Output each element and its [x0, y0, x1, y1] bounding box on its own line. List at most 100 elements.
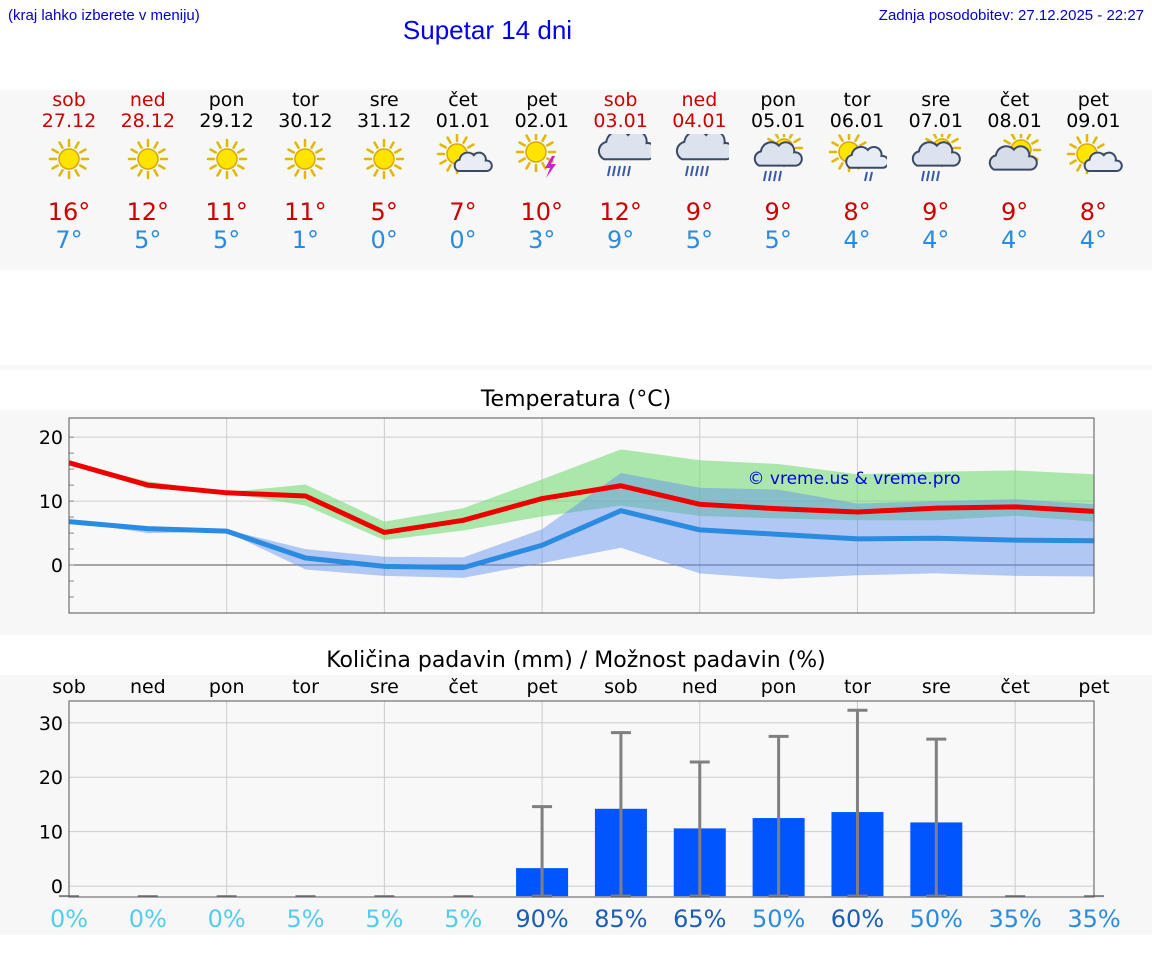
x-category-label: sob [52, 676, 86, 698]
x-category-label: tor [292, 676, 319, 698]
y-tick-label: 20 [39, 767, 63, 789]
temp-max: 7° [449, 198, 477, 226]
y-tick-label: 0 [51, 876, 63, 898]
page-title: Supetar 14 dni [402, 15, 573, 45]
temp-min: 0° [449, 226, 477, 254]
temp-max: 8° [1079, 198, 1108, 226]
cloud-heavy-rain-icon [676, 134, 730, 177]
precip-probability-label: 50% [752, 905, 805, 933]
temp-min: 4° [1000, 226, 1029, 254]
precip-probability-label: 0% [50, 905, 88, 933]
precip-probability-label: 5% [286, 905, 324, 933]
day-date: 29.12 [199, 110, 254, 132]
x-category-label: čet [448, 676, 478, 698]
day-13: pet 09.01 [1053, 90, 1133, 132]
day-name: čet [448, 89, 478, 111]
sun-cloud-rain-icon [911, 134, 962, 182]
temp-chart-title: Temperatura (°C) [480, 387, 672, 412]
day-12: čet 08.01 [975, 90, 1055, 132]
sun-cloud-light-rain-icon [828, 134, 887, 182]
day-date: 27.12 [41, 110, 97, 132]
day-name: sre [369, 89, 399, 111]
sun-cloud-thunder-icon [515, 134, 557, 178]
day-date: 03.01 [593, 110, 648, 132]
forecast-days: sob 27.12 16° 7° ned 28.12 12° 5° pon 29.12 11° 5° t… [0, 90, 1152, 270]
menu-hint[interactable]: (kraj lahko izberete v meniju) [8, 7, 200, 24]
sun-small-cloud-icon [436, 134, 493, 175]
precip-chart-title: Količina padavin (mm) / Možnost padavin … [326, 648, 826, 673]
day-6: pet 02.01 [502, 90, 582, 132]
temp-min: 5° [764, 226, 792, 254]
day-name: sob [52, 89, 86, 111]
plot-frame [68, 417, 1095, 614]
temp-max: 9° [1000, 198, 1029, 226]
precip-probability-label: 0% [129, 905, 167, 933]
sun-small-cloud-icon [1067, 134, 1124, 175]
temp-min: 5° [212, 226, 241, 254]
temp-min: 1° [291, 226, 320, 254]
sun-cloud-rain-icon [753, 134, 804, 182]
temp-min: 9° [606, 226, 635, 254]
temp-max: 12° [599, 198, 642, 226]
temp-max: 11° [205, 198, 248, 226]
sun-icon [127, 138, 169, 180]
day-0: sob 27.12 [29, 90, 109, 132]
day-name: ned [681, 89, 718, 111]
temp-min: 4° [1079, 226, 1108, 254]
day-name: sre [921, 89, 951, 111]
x-category-label: ned [130, 676, 166, 698]
day-date: 01.01 [435, 110, 491, 132]
day-name: sob [603, 89, 638, 111]
temp-min: 4° [922, 226, 950, 254]
precip-probability-label: 5% [444, 905, 482, 933]
last-updated: Zadnja posodobitev: 27.12.2025 - 22:27 [878, 7, 1144, 24]
plot-frame [68, 700, 1095, 898]
day-date: 04.01 [672, 110, 727, 132]
temp-max: 8° [843, 198, 871, 226]
x-category-label: pet [1078, 676, 1109, 698]
precipitation-chart: 0 10 20 30 sob ned pon tor sre čet pet sob ned pon tor… [39, 676, 1121, 933]
day-date: 09.01 [1066, 110, 1121, 132]
day-9: pon 05.01 [738, 90, 818, 132]
precip-probability-label: 60% [831, 905, 884, 933]
day-8: ned 04.01 [659, 90, 739, 132]
day-date: 08.01 [987, 110, 1042, 132]
day-name: pon [208, 89, 245, 111]
temperature-chart: 0 10 20 © vreme.us & vreme.pro [39, 417, 1095, 614]
precip-probability-label: 65% [673, 905, 726, 933]
y-tick-label: 20 [39, 427, 63, 449]
y-tick-label: 0 [51, 555, 63, 577]
sun-icon [206, 138, 247, 180]
day-10: tor 06.01 [817, 90, 897, 132]
day-name: pet [526, 89, 558, 111]
forecast-panel [0, 90, 1152, 270]
temp-min: 5° [685, 226, 714, 254]
y-tick-label: 30 [39, 713, 63, 735]
y-tick-label: 10 [39, 822, 63, 844]
watermark: © vreme.us & vreme.pro [747, 469, 960, 489]
temp-max: 16° [47, 198, 91, 226]
temp-max: 5° [370, 198, 398, 226]
x-category-label: pon [761, 676, 797, 698]
min-temp-line [68, 508, 1095, 571]
day-4: sre 31.12 [344, 90, 424, 132]
temp-max: 9° [764, 198, 792, 226]
x-category-label: ned [682, 676, 718, 698]
temp-min: 4° [843, 226, 871, 254]
temp-max: 9° [922, 198, 950, 226]
day-2: pon 29.12 [187, 90, 267, 132]
day-date: 31.12 [356, 110, 412, 132]
max-temp-line [68, 460, 1095, 535]
temp-max: 9° [685, 198, 714, 226]
temp-max: 12° [126, 198, 170, 226]
day-1: ned 28.12 [108, 90, 188, 132]
precip-probability-label: 0% [208, 905, 246, 933]
precip-probability-label: 50% [910, 905, 963, 933]
temp-min: 0° [370, 226, 398, 254]
day-name: pet [1077, 89, 1109, 111]
day-date: 02.01 [514, 110, 569, 132]
day-date: 30.12 [278, 110, 333, 132]
temp-min: 5° [134, 226, 162, 254]
precip-probability-label: 5% [365, 905, 403, 933]
max-range-band [69, 449, 1094, 541]
